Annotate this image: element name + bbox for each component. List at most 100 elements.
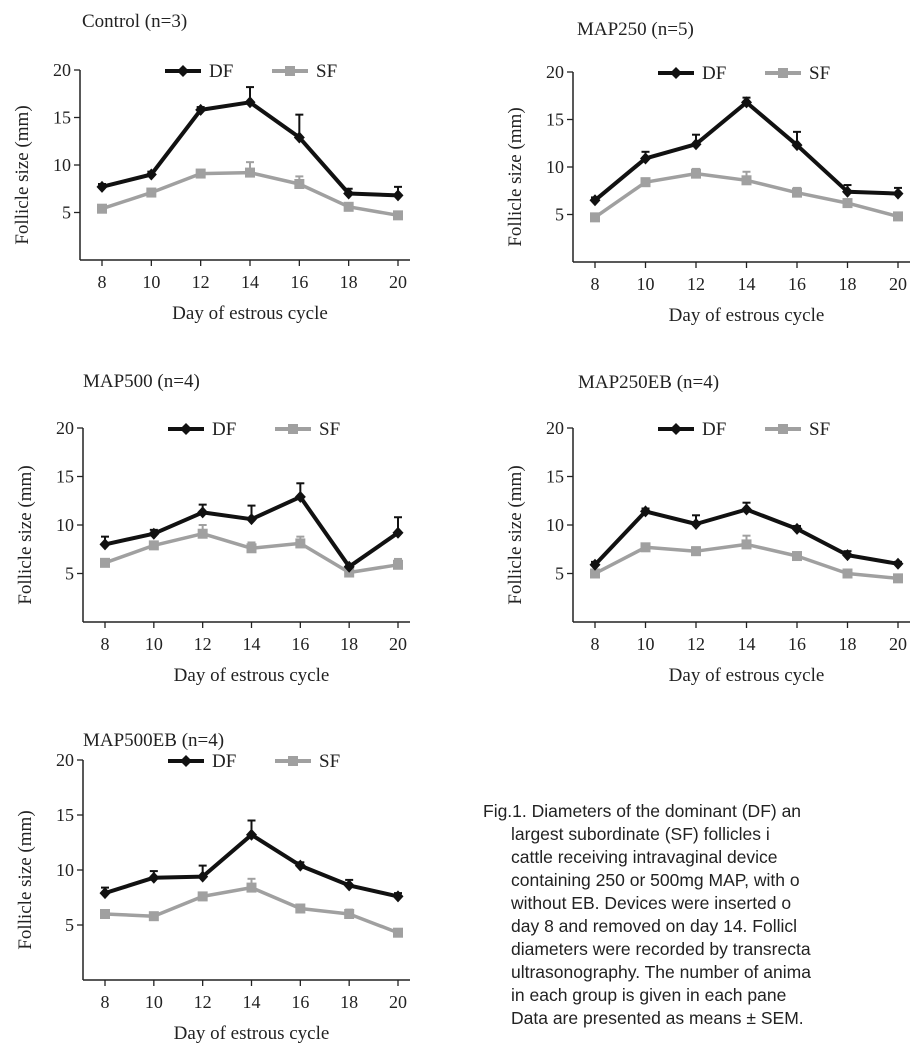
data-point-sf	[393, 210, 403, 221]
legend-label: SF	[316, 61, 337, 82]
x-tick-label: 18	[839, 274, 857, 294]
x-axis-label: Day of estrous cycle	[669, 305, 825, 326]
data-point-sf	[640, 177, 651, 188]
x-tick-label: 20	[389, 992, 407, 1012]
data-point-sf	[148, 540, 159, 551]
data-point-df	[640, 152, 651, 165]
y-tick-label: 20	[56, 418, 74, 438]
data-point-sf	[590, 568, 600, 579]
data-point-df	[589, 558, 601, 571]
x-tick-label: 18	[340, 992, 358, 1012]
data-point-sf	[842, 568, 853, 579]
data-point-sf	[295, 538, 306, 549]
x-tick-label: 12	[687, 634, 705, 654]
caption-line: in each group is given in each pane	[511, 985, 787, 1005]
data-point-df	[195, 103, 207, 116]
x-tick-label: 8	[101, 634, 110, 654]
data-point-sf	[295, 903, 306, 914]
x-tick-label: 18	[340, 634, 358, 654]
x-tick-label: 8	[591, 634, 600, 654]
legend-marker	[180, 755, 192, 767]
caption-line: Fig.1. Diameters of the dominant (DF) an	[483, 801, 802, 821]
data-point-df	[842, 185, 853, 198]
x-tick-label: 16	[788, 634, 806, 654]
chart-title: MAP500EB (n=4)	[83, 730, 224, 751]
x-tick-label: 18	[340, 272, 358, 292]
data-point-df	[246, 828, 257, 841]
data-point-sf	[393, 559, 403, 570]
y-tick-label: 15	[546, 467, 564, 487]
y-tick-label: 10	[53, 155, 71, 175]
data-point-df	[99, 887, 111, 900]
x-tick-label: 8	[98, 272, 107, 292]
y-axis-label: Follicle size (mm)	[15, 465, 36, 604]
data-point-df	[343, 560, 355, 573]
data-point-sf	[197, 891, 208, 902]
data-point-df	[741, 503, 752, 516]
y-tick-label: 20	[546, 418, 564, 438]
data-point-df	[148, 871, 160, 884]
y-tick-label: 5	[65, 915, 74, 935]
y-tick-label: 15	[56, 805, 74, 825]
y-tick-label: 5	[62, 203, 71, 223]
y-tick-label: 10	[546, 157, 564, 177]
y-tick-label: 15	[56, 467, 74, 487]
legend-label: SF	[809, 63, 830, 84]
legend-marker	[670, 67, 682, 79]
x-tick-label: 14	[241, 272, 259, 292]
data-point-df	[791, 139, 803, 152]
legend-label: SF	[319, 751, 340, 772]
caption-line: diameters were recorded by transrecta	[511, 939, 811, 959]
data-point-sf	[393, 927, 403, 938]
data-point-df	[589, 194, 601, 207]
x-tick-label: 20	[889, 634, 907, 654]
caption-line: cattle receiving intravaginal device	[511, 847, 778, 867]
legend-label: SF	[809, 419, 830, 440]
x-tick-label: 8	[591, 274, 600, 294]
data-point-sf	[245, 167, 255, 178]
chart-title: MAP250 (n=5)	[577, 19, 694, 40]
x-tick-label: 20	[389, 634, 407, 654]
x-tick-label: 12	[192, 272, 210, 292]
data-point-df	[343, 187, 355, 200]
x-tick-label: 18	[839, 634, 857, 654]
y-tick-label: 20	[546, 62, 564, 82]
data-point-sf	[146, 187, 157, 198]
data-point-sf	[741, 539, 752, 550]
series-line-sf	[594, 542, 899, 581]
y-tick-label: 10	[546, 515, 564, 535]
data-point-df	[392, 189, 404, 202]
data-point-df	[690, 138, 702, 151]
caption-line: Data are presented as means ± SEM.	[511, 1008, 804, 1028]
x-tick-label: 14	[243, 992, 261, 1012]
data-point-df	[294, 859, 306, 872]
y-tick-label: 5	[65, 564, 74, 584]
x-tick-label: 16	[788, 274, 806, 294]
y-axis-label: Follicle size (mm)	[15, 810, 36, 949]
y-tick-label: 5	[555, 205, 564, 225]
data-point-df	[293, 131, 305, 144]
data-point-df	[343, 879, 355, 892]
x-tick-label: 20	[889, 274, 907, 294]
x-tick-label: 16	[291, 634, 309, 654]
chart-panel-5: MAP500EB (n=4) 5 10 15 20 8 10 12 14 16 18 20 Day of…	[15, 730, 410, 1044]
series-line-df	[101, 100, 399, 198]
y-axis-label: Follicle size (mm)	[505, 465, 526, 604]
legend-marker	[285, 66, 295, 76]
caption-line: ultrasonography. The number of anima	[511, 962, 811, 982]
x-tick-label: 12	[194, 992, 212, 1012]
data-point-df	[294, 490, 306, 503]
x-tick-label: 10	[637, 274, 655, 294]
data-point-df	[246, 513, 257, 526]
chart-title: MAP500 (n=4)	[83, 371, 200, 392]
data-point-sf	[195, 168, 206, 179]
y-tick-label: 20	[56, 750, 74, 770]
x-tick-label: 12	[687, 274, 705, 294]
data-point-df	[197, 870, 209, 883]
y-tick-label: 15	[53, 108, 71, 128]
data-point-sf	[893, 211, 903, 222]
legend-label: DF	[209, 61, 233, 82]
data-point-df	[96, 180, 108, 193]
x-tick-label: 12	[194, 634, 212, 654]
data-point-df	[244, 96, 256, 109]
